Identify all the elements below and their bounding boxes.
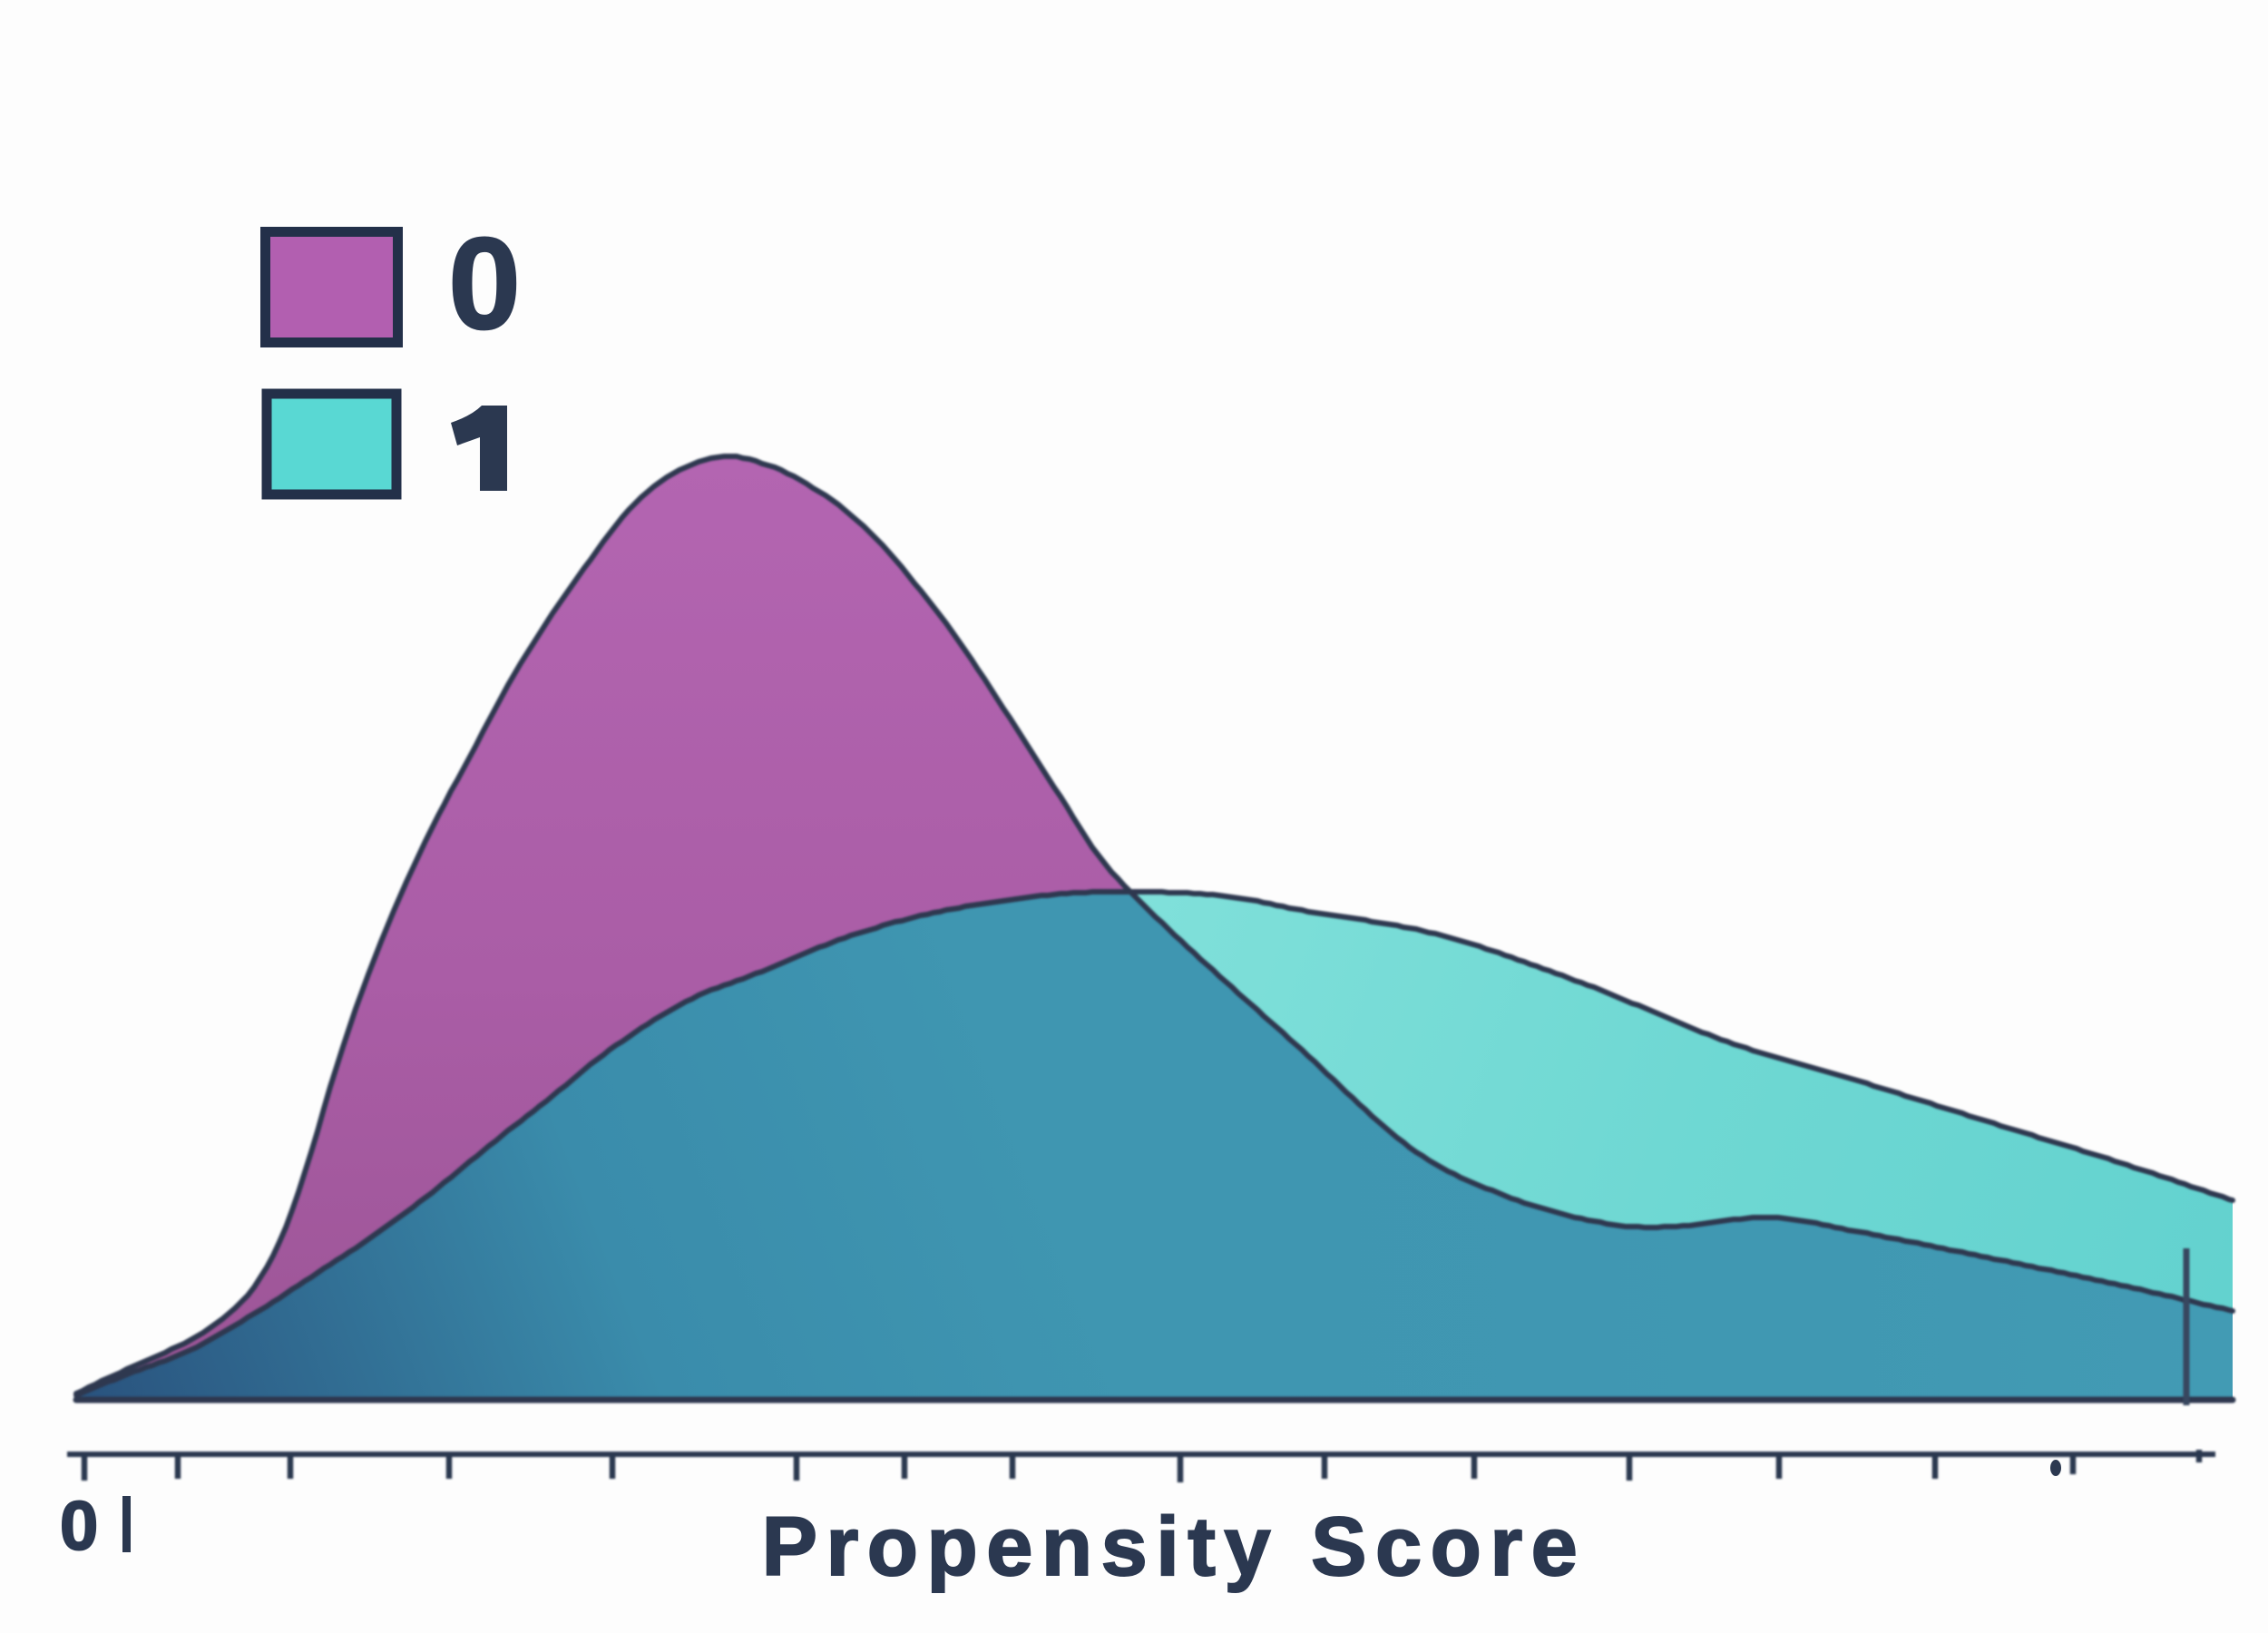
svg-text:0: 0 <box>60 1488 98 1565</box>
svg-text:Propensity Score: Propensity Score <box>762 1501 1587 1593</box>
svg-text:0: 0 <box>448 210 521 357</box>
